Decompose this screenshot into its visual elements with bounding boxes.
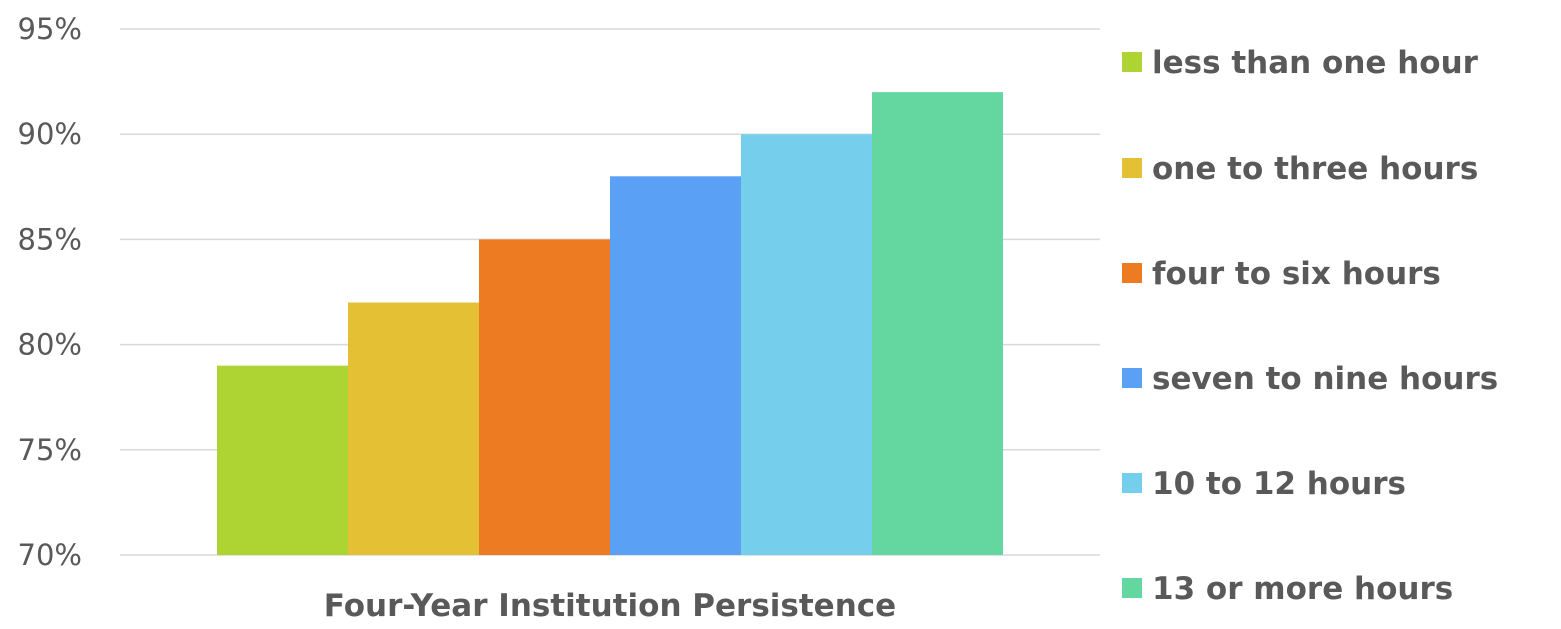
bar: [479, 239, 610, 555]
y-tick-label: 95%: [18, 12, 82, 46]
legend-item: seven to nine hours: [1122, 361, 1498, 397]
legend-label: four to six hours: [1152, 256, 1441, 292]
legend-label: 13 or more hours: [1152, 571, 1453, 607]
bar: [217, 365, 348, 555]
legend: less than one hour one to three hours four…: [1122, 45, 1498, 607]
legend-label: seven to nine hours: [1152, 361, 1498, 397]
legend-item: one to three hours: [1122, 151, 1478, 187]
legend-swatch: [1122, 473, 1142, 493]
legend-item: four to six hours: [1122, 256, 1441, 292]
legend-swatch: [1122, 263, 1142, 283]
legend-swatch: [1122, 52, 1142, 72]
y-tick-label: 75%: [18, 433, 82, 467]
legend-item: less than one hour: [1122, 45, 1479, 81]
y-tick-label: 70%: [18, 538, 82, 572]
bar: [610, 176, 741, 555]
y-axis-tick-labels: 70% 75% 80% 85% 90% 95%: [18, 12, 82, 572]
y-tick-label: 80%: [18, 328, 82, 362]
legend-item: 10 to 12 hours: [1122, 466, 1406, 502]
bar: [872, 92, 1003, 556]
bar: [348, 302, 479, 555]
x-axis-category-label: Four-Year Institution Persistence: [324, 588, 896, 624]
y-tick-label: 90%: [18, 117, 82, 151]
bars: [217, 92, 1003, 556]
legend-swatch: [1122, 368, 1142, 388]
legend-swatch: [1122, 578, 1142, 598]
legend-label: less than one hour: [1152, 45, 1479, 81]
legend-label: 10 to 12 hours: [1152, 466, 1406, 502]
bar: [741, 134, 872, 555]
legend-item: 13 or more hours: [1122, 571, 1453, 607]
legend-swatch: [1122, 158, 1142, 178]
legend-label: one to three hours: [1152, 151, 1478, 187]
y-tick-label: 85%: [18, 222, 82, 256]
